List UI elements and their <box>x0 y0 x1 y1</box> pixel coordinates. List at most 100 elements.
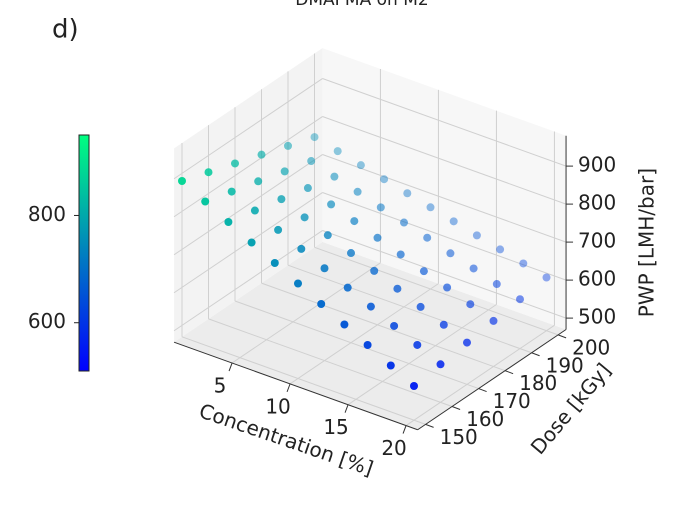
data-point <box>307 157 316 166</box>
data-point <box>380 175 389 184</box>
data-point <box>516 295 524 304</box>
x-tick-label: 20 <box>381 436 406 460</box>
data-point <box>227 187 236 196</box>
data-point <box>297 244 306 253</box>
data-point <box>366 302 375 311</box>
data-point <box>386 361 395 370</box>
z-tick-label: 600 <box>578 267 616 291</box>
data-point <box>178 177 186 185</box>
tick-mark <box>425 423 434 428</box>
data-point <box>463 338 471 347</box>
data-point <box>410 382 418 390</box>
grid-line <box>322 78 567 167</box>
data-point <box>489 316 498 325</box>
data-point <box>396 250 405 259</box>
grid-line <box>173 116 323 218</box>
z-tick-label: 800 <box>578 191 616 215</box>
data-point <box>231 159 239 168</box>
data-point <box>413 340 422 349</box>
data-point <box>303 184 312 193</box>
data-point <box>542 273 551 282</box>
data-point <box>310 133 319 142</box>
tick-mark <box>557 334 567 339</box>
data-point <box>403 189 412 198</box>
grid-line <box>405 324 555 426</box>
grid-line <box>231 262 381 364</box>
y-tick-label: 170 <box>493 389 531 413</box>
tick-mark <box>344 404 349 413</box>
data-point <box>317 300 326 308</box>
z-tick-label: 700 <box>578 229 616 253</box>
data-point <box>423 233 432 242</box>
data-point <box>446 249 455 258</box>
data-point <box>330 172 339 181</box>
y-axis-line <box>417 329 567 431</box>
x-tick-label: 5 <box>214 374 227 398</box>
data-point <box>247 238 256 247</box>
y-tick-label: 160 <box>466 407 504 431</box>
colorbar: 600 800 <box>28 134 90 372</box>
data-point <box>327 200 336 209</box>
grid-line <box>322 154 567 243</box>
data-point <box>426 203 435 212</box>
data-point <box>519 259 528 268</box>
z-tick-label: 900 <box>578 153 616 177</box>
grid-line <box>314 246 559 336</box>
grid-line <box>208 318 453 407</box>
y-tick-label: 150 <box>440 425 478 449</box>
data-point <box>416 302 425 311</box>
left-pane <box>174 48 323 343</box>
points <box>178 133 551 390</box>
data-point <box>300 213 309 222</box>
data-point <box>294 279 302 288</box>
data-point <box>333 147 342 156</box>
colorbar-tick-label: 600 <box>28 309 66 333</box>
grid-line <box>322 230 567 319</box>
data-point <box>274 225 283 234</box>
data-point <box>343 283 352 292</box>
x-tick-label: 10 <box>265 394 290 418</box>
data-point <box>277 195 286 204</box>
grid-line <box>173 154 323 256</box>
z-tick-label: 500 <box>578 305 616 329</box>
data-point <box>370 266 379 275</box>
back-pane <box>322 48 567 330</box>
panel-label: d) <box>52 15 79 45</box>
grid-line <box>173 78 323 180</box>
data-point <box>201 197 210 206</box>
data-point <box>466 300 475 309</box>
data-point <box>320 264 329 273</box>
data-point <box>449 217 458 226</box>
data-point <box>250 206 259 215</box>
tick-mark <box>531 352 540 357</box>
data-point <box>376 203 385 212</box>
tick-mark <box>228 362 233 372</box>
data-point <box>224 218 233 226</box>
grid-line <box>287 264 532 354</box>
x-tick-label: 15 <box>323 415 348 439</box>
data-point <box>204 168 213 177</box>
grid-line <box>322 192 567 281</box>
tick-mark <box>402 425 407 434</box>
grid-line <box>181 336 426 425</box>
data-point <box>492 280 501 289</box>
data-point <box>436 360 445 369</box>
data-point <box>353 187 362 196</box>
data-point <box>469 264 478 273</box>
tick-mark <box>478 388 487 393</box>
data-point <box>373 233 382 242</box>
x-axis-line <box>173 341 418 431</box>
data-point <box>443 283 452 292</box>
tick-mark <box>286 383 291 393</box>
data-point <box>393 284 402 293</box>
y-tick-label: 200 <box>572 335 610 359</box>
data-point <box>390 321 399 330</box>
data-point <box>400 218 408 227</box>
data-point <box>439 320 448 329</box>
grid-line <box>322 116 567 205</box>
data-point <box>323 231 332 240</box>
data-point <box>284 141 292 150</box>
colorbar-gradient <box>78 134 90 372</box>
